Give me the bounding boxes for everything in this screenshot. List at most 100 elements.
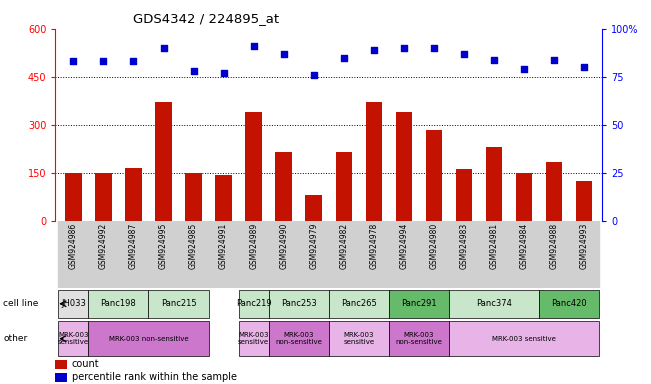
Text: GSM924980: GSM924980: [430, 223, 438, 269]
Text: Panc215: Panc215: [161, 299, 197, 308]
Bar: [55, 373, 67, 382]
Bar: [449, 321, 599, 356]
Text: MRK-003 sensitive: MRK-003 sensitive: [492, 336, 556, 342]
Bar: [239, 321, 269, 356]
Bar: [95, 173, 112, 221]
Text: Panc291: Panc291: [401, 299, 437, 308]
Bar: [89, 290, 148, 318]
Bar: [479, 221, 509, 288]
Bar: [269, 321, 329, 356]
Text: GSM924993: GSM924993: [579, 223, 589, 269]
Point: [128, 58, 139, 65]
Text: GSM924984: GSM924984: [519, 223, 529, 269]
Bar: [178, 221, 208, 288]
Text: count: count: [72, 359, 100, 369]
Text: Panc253: Panc253: [281, 299, 316, 308]
Text: GSM924981: GSM924981: [490, 223, 499, 269]
Bar: [245, 112, 262, 221]
Text: GSM924990: GSM924990: [279, 223, 288, 269]
Bar: [148, 221, 178, 288]
Bar: [419, 221, 449, 288]
Bar: [449, 221, 479, 288]
Bar: [155, 103, 172, 221]
Bar: [215, 175, 232, 221]
Text: MRK-003
sensitive: MRK-003 sensitive: [343, 332, 374, 345]
Text: GSM924982: GSM924982: [339, 223, 348, 269]
Point: [98, 58, 109, 65]
Bar: [509, 221, 539, 288]
Bar: [89, 221, 118, 288]
Bar: [426, 129, 442, 221]
Bar: [329, 321, 389, 356]
Text: other: other: [3, 334, 27, 343]
Bar: [59, 221, 89, 288]
Bar: [456, 169, 472, 221]
Point: [68, 58, 79, 65]
Bar: [118, 221, 148, 288]
Text: Panc420: Panc420: [551, 299, 587, 308]
Bar: [396, 112, 412, 221]
Bar: [576, 181, 592, 221]
Bar: [148, 290, 208, 318]
Text: GSM924989: GSM924989: [249, 223, 258, 269]
Text: GSM924986: GSM924986: [69, 223, 78, 269]
Bar: [329, 221, 359, 288]
Bar: [55, 360, 67, 369]
Point: [249, 43, 259, 49]
Bar: [539, 290, 599, 318]
Bar: [89, 321, 208, 356]
Text: JH033: JH033: [61, 299, 86, 308]
Bar: [208, 221, 239, 288]
Text: MRK-003 non-sensitive: MRK-003 non-sensitive: [109, 336, 188, 342]
Point: [158, 45, 169, 51]
Bar: [275, 152, 292, 221]
Point: [489, 56, 499, 63]
Bar: [65, 173, 81, 221]
Text: MRK-003
sensitive: MRK-003 sensitive: [238, 332, 270, 345]
Bar: [449, 290, 539, 318]
Bar: [125, 168, 142, 221]
Point: [549, 56, 559, 63]
Text: Panc374: Panc374: [476, 299, 512, 308]
Text: GSM924979: GSM924979: [309, 223, 318, 269]
Bar: [59, 321, 89, 356]
Bar: [389, 221, 419, 288]
Text: GSM924978: GSM924978: [369, 223, 378, 269]
Text: cell line: cell line: [3, 299, 38, 308]
Text: Panc219: Panc219: [236, 299, 271, 308]
Text: MRK-003
sensitive: MRK-003 sensitive: [58, 332, 89, 345]
Text: MRK-003
non-sensitive: MRK-003 non-sensitive: [395, 332, 442, 345]
Bar: [329, 290, 389, 318]
Bar: [299, 221, 329, 288]
Text: GSM924992: GSM924992: [99, 223, 108, 269]
Text: GSM924991: GSM924991: [219, 223, 228, 269]
Bar: [546, 162, 562, 221]
Text: MRK-003
non-sensitive: MRK-003 non-sensitive: [275, 332, 322, 345]
Point: [398, 45, 409, 51]
Bar: [239, 221, 269, 288]
Bar: [516, 173, 533, 221]
Point: [339, 55, 349, 61]
Text: GSM924995: GSM924995: [159, 223, 168, 269]
Point: [579, 64, 589, 70]
Text: GSM924985: GSM924985: [189, 223, 198, 269]
Point: [519, 66, 529, 72]
Bar: [269, 290, 329, 318]
Bar: [539, 221, 569, 288]
Point: [188, 68, 199, 74]
Bar: [335, 152, 352, 221]
Bar: [569, 221, 599, 288]
Text: percentile rank within the sample: percentile rank within the sample: [72, 372, 237, 382]
Point: [459, 51, 469, 57]
Text: GSM924988: GSM924988: [549, 223, 559, 269]
Point: [279, 51, 289, 57]
Bar: [186, 173, 202, 221]
Point: [309, 72, 319, 78]
Point: [218, 70, 229, 76]
Text: GDS4342 / 224895_at: GDS4342 / 224895_at: [133, 12, 279, 25]
Bar: [59, 290, 89, 318]
Text: GSM924987: GSM924987: [129, 223, 138, 269]
Bar: [239, 290, 269, 318]
Bar: [305, 195, 322, 221]
Text: Panc198: Panc198: [100, 299, 136, 308]
